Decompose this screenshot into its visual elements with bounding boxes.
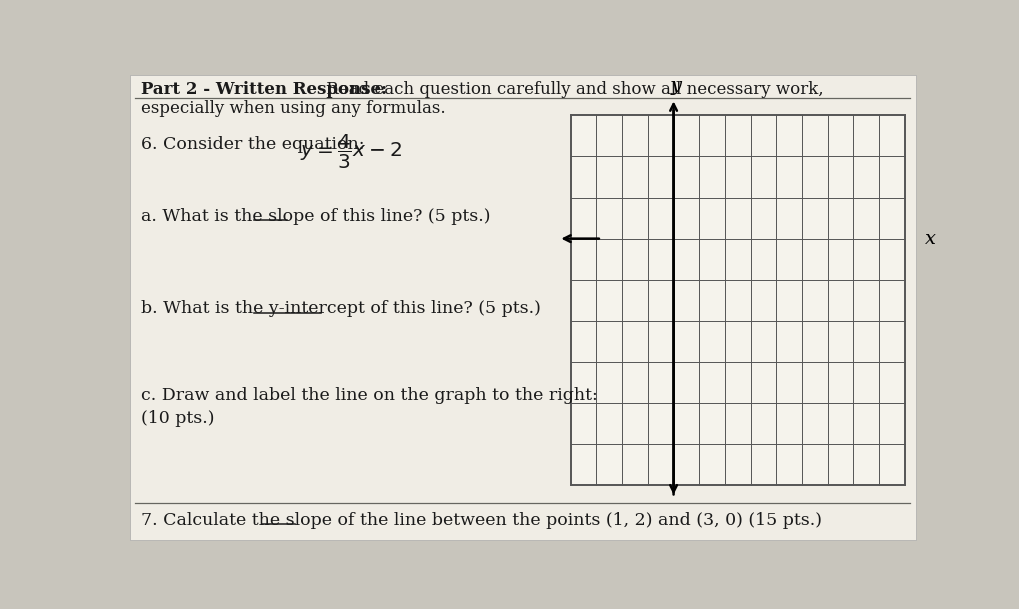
Text: Part 2 - Written Response:: Part 2 - Written Response: — [142, 81, 387, 98]
FancyBboxPatch shape — [129, 76, 915, 540]
FancyBboxPatch shape — [571, 116, 904, 485]
Text: Read each question carefully and show all necessary work,: Read each question carefully and show al… — [321, 81, 823, 98]
Text: 6. Consider the equation:: 6. Consider the equation: — [142, 136, 370, 153]
Text: b. What is the y-intercept of this line? (5 pts.): b. What is the y-intercept of this line?… — [142, 300, 541, 317]
Text: (10 pts.): (10 pts.) — [142, 410, 215, 428]
Text: x: x — [924, 230, 935, 248]
Text: especially when using any formulas.: especially when using any formulas. — [142, 100, 445, 117]
Text: y: y — [671, 77, 682, 96]
Text: a. What is the slope of this line? (5 pts.): a. What is the slope of this line? (5 pt… — [142, 208, 490, 225]
Text: $y = \dfrac{4}{3}x - 2$: $y = \dfrac{4}{3}x - 2$ — [300, 132, 401, 171]
Text: 7. Calculate the slope of the line between the points (1, 2) and (3, 0) (15 pts.: 7. Calculate the slope of the line betwe… — [142, 512, 821, 529]
Text: c. Draw and label the line on the graph to the right:: c. Draw and label the line on the graph … — [142, 387, 597, 404]
